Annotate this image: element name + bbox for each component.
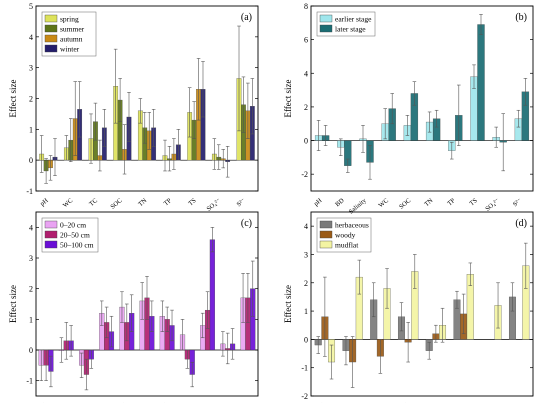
x-tick-label: TS (468, 197, 479, 207)
y-tick-label: 0 (29, 156, 33, 165)
y-tick-label: 3 (29, 254, 33, 263)
legend-label: 50–100 cm (60, 241, 94, 250)
panel-label: (c) (241, 218, 252, 229)
x-tick-label: TS (187, 197, 198, 207)
x-tick-label: TC (88, 197, 99, 208)
bar-later-stage (477, 24, 485, 141)
y-tick-label: 3 (29, 64, 33, 73)
legend-swatch (319, 240, 333, 249)
x-tick-label: SO₄²⁻ (484, 197, 501, 213)
legend-label: autumn (60, 35, 83, 44)
plot-frame (310, 211, 534, 397)
legend-swatch (319, 220, 333, 229)
x-tick-label: TN (423, 197, 434, 208)
legend-swatch (44, 220, 58, 229)
y-tick-label: -1 (26, 377, 33, 386)
legend-swatch (44, 34, 58, 43)
legend-label: winter (60, 45, 80, 54)
x-tick-label: TP (178, 402, 189, 403)
bar-50-100-cm (209, 239, 215, 351)
y-tick-label: 6 (304, 36, 308, 45)
y-tick-label: 0 (304, 335, 308, 344)
x-tick-label: Salinity (348, 197, 369, 216)
x-tick-label: BD (76, 402, 88, 403)
y-tick-label: -1 (26, 187, 33, 196)
x-tick-label: TP (446, 197, 457, 207)
y-tick-label: 3 (304, 250, 308, 259)
chart-panel-2: -2 0 2 4 6 8 Effect size (b) pH BD Salinity WC SOC TN… (283, 2, 534, 216)
x-tick-label: SOC (109, 197, 123, 210)
x-tick-label: pH (37, 402, 48, 403)
x-tick-label: SO₄²⁻ (206, 197, 223, 213)
x-tick-label: TN (398, 402, 409, 403)
y-tick-label: 2 (304, 103, 308, 112)
legend-swatch (319, 24, 333, 33)
x-tick-label: WC (377, 197, 390, 209)
legend-label: later stage (335, 25, 366, 34)
y-tick-label: -2 (301, 392, 308, 401)
y-tick-label: 2 (304, 279, 308, 288)
y-tick-label: 2 (29, 95, 33, 104)
x-tick-label: S²⁻ (512, 197, 523, 208)
y-tick-label: 8 (304, 2, 308, 11)
legend-swatch (44, 24, 58, 33)
plot-frame (35, 211, 259, 397)
y-tick-label: 0 (29, 346, 33, 355)
x-tick-label: TN (137, 197, 148, 208)
legend-label: woody (335, 231, 356, 240)
legend-label: spring (60, 15, 79, 24)
x-tick-label: TP (163, 197, 174, 207)
legend-label: mudflat (335, 241, 359, 250)
x-tick-label: TP (427, 402, 438, 403)
y-axis-label: Effect size (283, 79, 293, 117)
x-tick-label: TN (157, 402, 168, 403)
legend-swatch (44, 230, 58, 239)
y-tick-label: 4 (29, 223, 33, 232)
plot-frame (310, 5, 534, 192)
legend-swatch (319, 14, 333, 23)
x-tick-label: TS (199, 402, 210, 403)
chart-panel-1: -1 0 1 2 3 4 5 Effect size (a) pH WC TC SOC TN TP TS SO₄… (8, 2, 259, 213)
legend-label: summer (60, 25, 85, 34)
legend-swatch (44, 240, 58, 249)
y-axis-label: Effect size (8, 285, 18, 323)
x-tick-label: SOC (398, 197, 412, 210)
y-tick-label: 4 (304, 222, 308, 231)
x-tick-label: BD (334, 197, 346, 208)
legend-label: herbaceous (335, 221, 369, 230)
x-tick-label: pH (313, 197, 324, 208)
y-tick-label: 5 (29, 2, 33, 11)
panel-label: (b) (515, 12, 527, 23)
y-tick-label: -2 (301, 170, 308, 179)
x-tick-label: pH (316, 402, 327, 403)
panel-label: (a) (241, 12, 252, 23)
x-tick-label: WC (62, 197, 75, 209)
x-tick-label: TS (455, 402, 466, 403)
y-tick-label: 0 (304, 137, 308, 146)
y-tick-label: 1 (29, 125, 33, 134)
x-tick-label: pH (39, 197, 50, 208)
y-tick-label: 1 (304, 307, 308, 316)
legend-swatch (319, 230, 333, 239)
y-tick-label: -1 (301, 364, 308, 373)
y-axis-label: Effect size (8, 79, 18, 117)
legend-label: 0–20 cm (60, 221, 86, 230)
legend-label: earlier stage (335, 15, 372, 24)
y-tick-label: 2 (29, 285, 33, 294)
y-tick-label: 1 (29, 315, 33, 324)
y-axis-label: Effect size (283, 285, 293, 323)
x-tick-label: S²⁻ (236, 197, 247, 208)
legend-swatch (44, 44, 58, 53)
y-tick-label: 4 (29, 33, 33, 42)
panel-label: (d) (515, 218, 527, 229)
y-tick-label: 4 (304, 69, 308, 78)
legend-swatch (44, 14, 58, 23)
legend-label: 20–50 cm (60, 231, 90, 240)
